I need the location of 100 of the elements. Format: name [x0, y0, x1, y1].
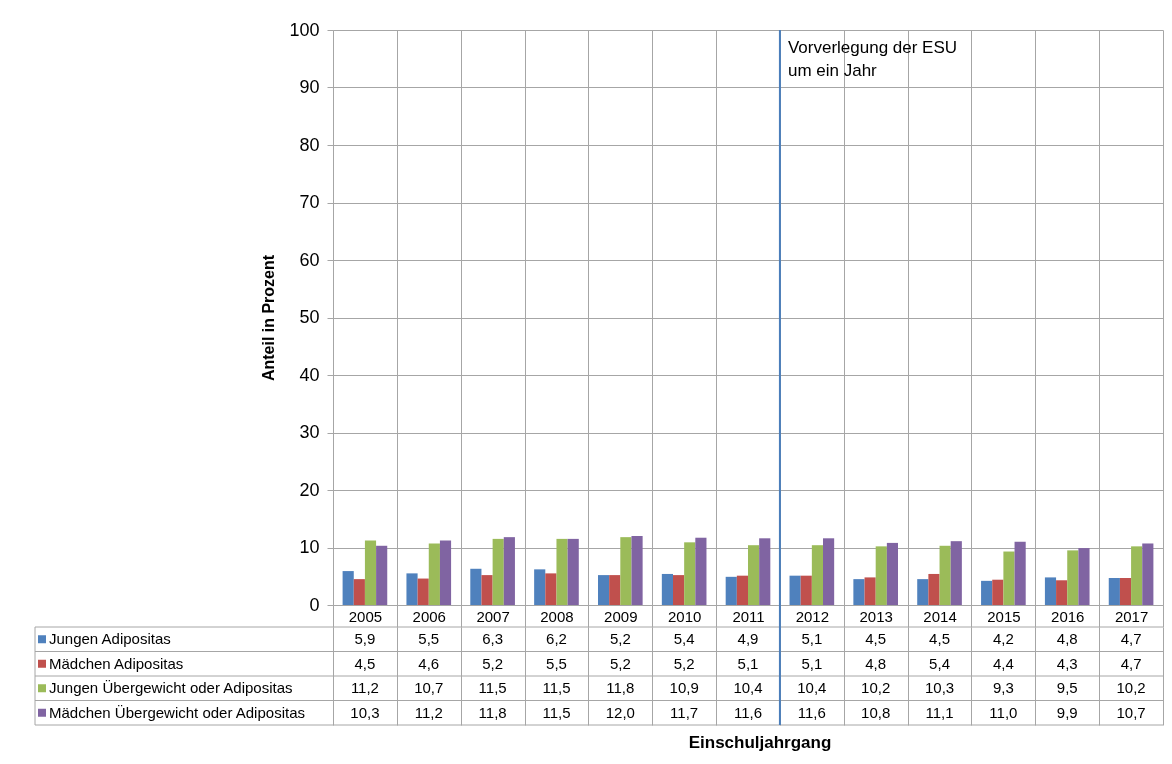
data-label: 5,9 — [354, 630, 376, 648]
data-label: 11,0 — [989, 703, 1018, 721]
data-label: 5,2 — [609, 654, 631, 672]
data-label: 10,8 — [861, 703, 891, 721]
data-label: 5,1 — [801, 654, 823, 672]
data-label: 10,2 — [861, 679, 891, 697]
bar — [609, 575, 621, 605]
bar — [886, 542, 899, 605]
x-tick-label: 2017 — [1114, 607, 1149, 625]
bar — [672, 575, 685, 605]
data-label: 4,4 — [992, 654, 1014, 672]
y-tick-label: 40 — [299, 364, 320, 385]
data-label: 5,5 — [546, 654, 567, 672]
bar — [567, 538, 579, 605]
bar — [353, 579, 365, 605]
bar — [928, 573, 940, 605]
y-axis-title: Anteil in Prozent — [260, 254, 278, 382]
x-tick-label: 2014 — [923, 607, 957, 625]
data-label: 4,7 — [1120, 654, 1142, 672]
data-label: 4,5 — [929, 630, 950, 648]
legend-label: Mädchen Adipositas — [49, 654, 184, 672]
x-tick-label: 2013 — [859, 607, 893, 625]
y-tick-label: 90 — [299, 77, 320, 97]
text: Einschuljahrgang — [688, 733, 832, 752]
bar — [556, 538, 568, 605]
bar — [800, 575, 812, 605]
data-label: 4,6 — [418, 654, 440, 672]
bar — [364, 540, 377, 605]
bar — [992, 579, 1004, 605]
data-label: 4,7 — [1120, 630, 1142, 648]
x-tick-label: 2011 — [732, 607, 765, 625]
data-label: 10,2 — [1116, 679, 1146, 697]
x-tick-label: 2005 — [348, 607, 383, 625]
data-label: 10,3 — [350, 703, 380, 721]
data-label: 6,2 — [546, 630, 567, 648]
data-label: 4,9 — [737, 630, 759, 648]
bar — [939, 545, 951, 605]
bar — [1108, 577, 1120, 605]
data-label: 9,5 — [1056, 679, 1078, 697]
bar — [695, 537, 707, 605]
data-label: 5,4 — [673, 630, 695, 648]
data-label: 5,1 — [737, 654, 759, 672]
bar — [748, 545, 760, 605]
bar — [759, 538, 771, 605]
data-label: 11,8 — [606, 679, 635, 697]
legend-label: Mädchen Übergewicht oder Adipositas — [49, 703, 305, 721]
bar — [503, 537, 515, 605]
data-label: 5,4 — [929, 654, 950, 672]
data-label: 4,2 — [992, 630, 1014, 648]
bar — [1119, 577, 1132, 605]
bar — [631, 536, 643, 605]
x-tick-label: 2015 — [987, 607, 1021, 625]
bar — [545, 573, 557, 605]
bar — [1078, 548, 1090, 605]
data-label: 4,5 — [354, 654, 376, 672]
bar — [342, 571, 354, 605]
data-label: 11,6 — [797, 703, 826, 721]
bar — [1044, 577, 1057, 605]
x-tick-label: 2009 — [604, 607, 638, 625]
data-label: 11,2 — [350, 679, 379, 697]
data-label: 9,9 — [1056, 703, 1078, 721]
bar — [811, 545, 824, 605]
x-tick-label: 2010 — [667, 607, 702, 625]
bar — [1003, 551, 1015, 605]
bar — [853, 579, 865, 605]
data-label: 6,3 — [482, 630, 504, 648]
bar — [492, 538, 504, 605]
data-label: 10,9 — [669, 679, 699, 697]
bar — [823, 538, 835, 605]
data-label: 4,5 — [865, 630, 887, 648]
bar — [1067, 550, 1079, 605]
x-tick-label: 2016 — [1051, 607, 1085, 625]
data-label: 5,2 — [673, 654, 695, 672]
data-label: 11,2 — [414, 703, 443, 721]
bar — [981, 580, 993, 605]
bar — [534, 569, 546, 605]
data-label: 11,6 — [733, 703, 763, 721]
x-tick-label: 2006 — [412, 607, 446, 625]
data-label: 11,7 — [670, 703, 699, 721]
data-label: 11,5 — [542, 703, 571, 721]
x-tick-label: 2008 — [540, 607, 574, 625]
bar — [1056, 580, 1068, 605]
legend-label: Jungen Adipositas — [49, 630, 171, 648]
data-label: 10,4 — [797, 679, 827, 697]
ref-line-label: Vorverlegung der ESU um ein Jahr — [787, 38, 958, 80]
data-label: 4,3 — [1056, 654, 1078, 672]
y-tick-label: 80 — [299, 134, 320, 155]
x-tick-label: 2012 — [795, 607, 830, 625]
data-label: 10,7 — [414, 679, 444, 697]
data-label: 10,3 — [924, 679, 955, 697]
bar — [725, 576, 737, 605]
y-tick-label: 70 — [299, 192, 320, 212]
y-tick-label: 60 — [299, 249, 320, 270]
bar — [789, 575, 801, 605]
data-label: 9,3 — [992, 679, 1014, 697]
bar — [481, 575, 493, 605]
data-label: 11,5 — [542, 679, 571, 697]
bar — [439, 540, 452, 605]
y-tick-label: 100 — [289, 19, 320, 40]
bar — [1142, 543, 1154, 605]
